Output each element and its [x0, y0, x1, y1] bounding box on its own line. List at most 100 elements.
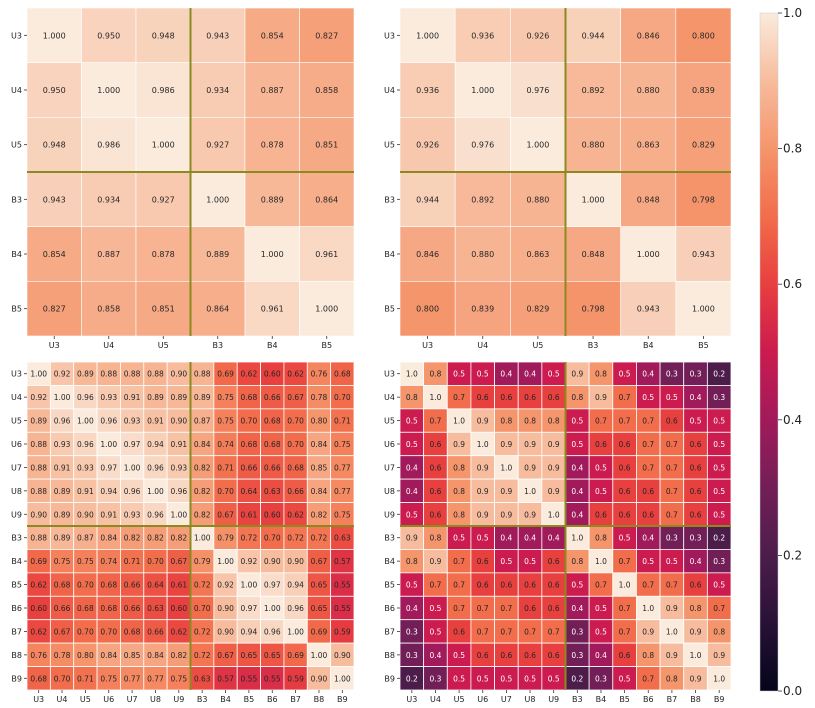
cell-value-label: 1.000: [582, 195, 605, 204]
cell-value-label: 0.827: [43, 305, 66, 314]
cell-value-label: 0.892: [582, 86, 605, 95]
cell-value-label: 0.71: [334, 417, 351, 426]
cell-value-label: 0.68: [30, 674, 47, 683]
cell-value-label: 0.6: [548, 393, 560, 402]
cell-value-label: 0.94: [100, 487, 117, 496]
row-tick-label: B4: [384, 557, 395, 566]
cell-value-label: 0.2: [571, 674, 583, 683]
cell-value-label: 0.82: [170, 651, 187, 660]
cell-value-label: 0.9: [477, 487, 489, 496]
cell-value-label: 1.00: [100, 440, 117, 449]
cell-value-label: 0.6: [690, 440, 702, 449]
col-tick-label: B5: [619, 695, 630, 704]
cell-value-label: 0.5: [666, 393, 678, 402]
col-tick-label: B6: [643, 695, 654, 704]
cell-value-label: 0.6: [619, 463, 631, 472]
cell-value-label: 0.75: [334, 440, 351, 449]
cell-value-label: 0.92: [54, 370, 71, 379]
cell-value-label: 0.5: [406, 417, 418, 426]
cell-value-label: 0.5: [500, 674, 512, 683]
cell-value-label: 0.986: [152, 86, 175, 95]
heatmap-cell: [26, 117, 82, 173]
cell-value-label: 0.84: [100, 534, 117, 543]
cell-value-label: 0.7: [619, 557, 631, 566]
cell-value-label: 0.89: [54, 510, 71, 519]
cell-value-label: 0.8: [571, 393, 583, 402]
cell-value-label: 0.9: [524, 510, 536, 519]
cell-value-label: 0.69: [311, 627, 328, 636]
cell-value-label: 0.6: [429, 487, 441, 496]
heatmap-cell: [190, 226, 246, 282]
cell-value-label: 0.92: [241, 557, 258, 566]
cell-value-label: 0.8: [406, 393, 418, 402]
cell-value-label: 0.82: [147, 534, 164, 543]
col-tick-label: U3: [49, 341, 60, 350]
cell-value-label: 0.70: [194, 604, 211, 613]
row-tick-label: U4: [11, 86, 22, 95]
cell-value-label: 0.851: [152, 305, 175, 314]
cell-value-label: 0.8: [406, 557, 418, 566]
cell-value-label: 0.6: [619, 440, 631, 449]
cell-value-label: 0.74: [100, 557, 117, 566]
cell-value-label: 0.88: [147, 370, 164, 379]
cell-value-label: 0.936: [416, 86, 439, 95]
cell-value-label: 0.9: [642, 627, 654, 636]
cell-value-label: 0.846: [416, 250, 439, 259]
cell-value-label: 0.70: [287, 417, 304, 426]
cell-value-label: 1.00: [334, 674, 351, 683]
cell-value-label: 0.6: [666, 417, 678, 426]
cell-value-label: 0.9: [524, 463, 536, 472]
cell-value-label: 0.800: [692, 31, 715, 40]
cell-value-label: 1.0: [524, 487, 536, 496]
cell-value-label: 0.6: [690, 581, 702, 590]
cell-value-label: 0.94: [287, 581, 304, 590]
cell-value-label: 0.67: [217, 651, 234, 660]
cell-value-label: 0.948: [152, 31, 175, 40]
cell-value-label: 0.7: [642, 417, 654, 426]
heatmap-cell: [399, 117, 456, 173]
cell-value-label: 0.829: [692, 141, 715, 150]
cell-value-label: 0.5: [595, 604, 607, 613]
cell-value-label: 0.97: [100, 463, 117, 472]
cell-value-label: 0.9: [500, 487, 512, 496]
cell-value-label: 0.70: [147, 557, 164, 566]
cell-value-label: 0.5: [666, 557, 678, 566]
col-tick-label: U9: [173, 695, 184, 704]
cell-value-label: 0.3: [713, 393, 725, 402]
cell-value-label: 0.4: [642, 370, 654, 379]
col-tick-label: U7: [501, 695, 512, 704]
cell-value-label: 0.69: [287, 651, 304, 660]
cell-value-label: 0.892: [471, 195, 494, 204]
cell-value-label: 0.9: [690, 674, 702, 683]
cell-value-label: 0.88: [124, 370, 141, 379]
col-tick-label: B5: [321, 341, 332, 350]
cell-value-label: 0.68: [54, 581, 71, 590]
cell-value-label: 0.89: [30, 417, 47, 426]
cell-value-label: 0.80: [77, 651, 94, 660]
row-tick-label: B3: [384, 195, 395, 204]
row-tick-label: B7: [384, 627, 395, 636]
cell-value-label: 0.6: [453, 627, 465, 636]
cell-value-label: 0.5: [619, 674, 631, 683]
row-tick-label: U4: [11, 393, 22, 402]
heatmap-cell: [620, 281, 677, 337]
cell-value-label: 0.59: [334, 627, 351, 636]
cell-value-label: 1.000: [43, 31, 66, 40]
cell-value-label: 0.854: [261, 31, 284, 40]
cell-value-label: 1.00: [147, 487, 164, 496]
row-tick-label: U5: [384, 141, 395, 150]
cell-value-label: 0.5: [713, 510, 725, 519]
cell-value-label: 0.6: [619, 487, 631, 496]
cell-value-label: 0.5: [595, 487, 607, 496]
cell-value-label: 0.93: [124, 510, 141, 519]
row-tick-label: B5: [384, 305, 395, 314]
cell-value-label: 0.84: [147, 651, 164, 660]
cell-value-label: 1.000: [97, 86, 120, 95]
cell-value-label: 0.90: [170, 417, 187, 426]
cell-value-label: 0.798: [692, 195, 715, 204]
cell-value-label: 0.986: [97, 141, 120, 150]
row-tick-label: U4: [384, 86, 395, 95]
cell-value-label: 0.889: [206, 250, 229, 259]
cell-value-label: 1.0: [619, 581, 631, 590]
